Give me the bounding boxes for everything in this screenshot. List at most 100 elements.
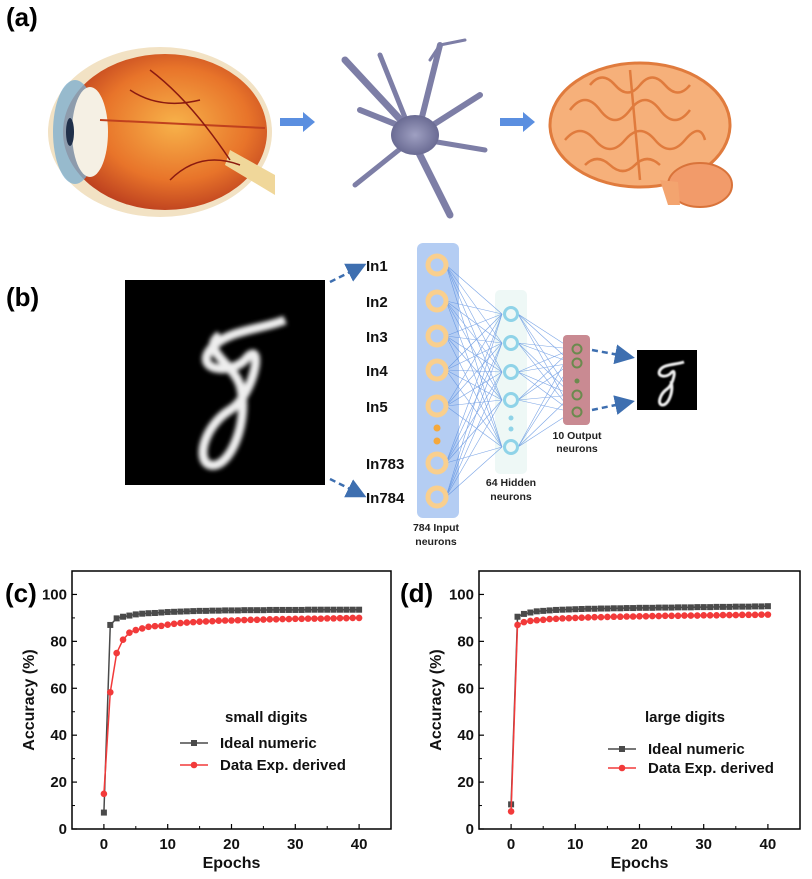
data-point-ideal xyxy=(533,608,540,615)
connection xyxy=(445,300,503,401)
data-point-data xyxy=(552,615,560,623)
data-point-ideal xyxy=(649,604,656,611)
data-point-ideal xyxy=(100,809,107,816)
connection xyxy=(445,300,503,448)
data-point-ideal xyxy=(559,606,566,613)
connection xyxy=(445,264,503,373)
connection xyxy=(445,335,503,373)
chart-title: large digits xyxy=(645,709,725,726)
data-point-ideal xyxy=(279,606,286,613)
data-point-ideal xyxy=(139,610,146,617)
output-neuron xyxy=(571,406,583,418)
input-neuron xyxy=(425,394,449,418)
y-tick-label: 80 xyxy=(457,633,474,650)
ellipsis-dot xyxy=(508,426,514,432)
data-point-data xyxy=(196,618,203,625)
x-tick-label: 20 xyxy=(223,836,240,853)
data-point-ideal xyxy=(241,607,248,614)
connection xyxy=(445,264,503,344)
data-point-data xyxy=(317,615,325,622)
data-point-ideal xyxy=(330,606,337,613)
data-point-data xyxy=(507,808,515,815)
data-point-data xyxy=(343,614,350,622)
data-point-ideal xyxy=(158,609,165,616)
data-point-data xyxy=(597,613,605,621)
data-point-ideal xyxy=(132,611,139,618)
data-point-ideal xyxy=(726,603,733,610)
data-point-ideal xyxy=(222,607,229,614)
data-point-ideal xyxy=(520,610,527,617)
data-point-data xyxy=(751,611,759,619)
data-point-ideal xyxy=(228,607,235,614)
data-point-data xyxy=(221,617,229,624)
data-point-ideal xyxy=(514,613,521,620)
data-point-ideal xyxy=(209,607,216,614)
data-point-ideal xyxy=(681,604,688,611)
legend-marker xyxy=(191,740,197,746)
data-point-ideal xyxy=(591,605,598,612)
data-point-data xyxy=(272,616,280,623)
data-point-data xyxy=(132,626,140,634)
x-tick-label: 40 xyxy=(351,836,368,853)
data-point-data xyxy=(126,629,133,636)
input-neuron xyxy=(425,358,449,382)
connection xyxy=(445,399,503,464)
data-point-ideal xyxy=(247,607,254,614)
x-tick-label: 0 xyxy=(507,836,515,853)
data-point-data xyxy=(527,617,534,625)
data-point-ideal xyxy=(540,607,547,614)
x-tick-label: 10 xyxy=(567,836,584,853)
data-point-ideal xyxy=(260,607,267,614)
connection xyxy=(445,399,503,498)
connection xyxy=(445,300,503,373)
data-point-ideal xyxy=(151,609,158,616)
data-point-data xyxy=(158,622,165,630)
data-point-data xyxy=(183,619,191,626)
data-point-data xyxy=(745,611,752,619)
data-point-data xyxy=(758,611,765,618)
y-tick-label: 40 xyxy=(457,727,474,744)
data-point-ideal xyxy=(285,606,292,613)
brain-illustration xyxy=(548,61,733,208)
data-point-data xyxy=(546,615,553,623)
data-point-ideal xyxy=(336,606,343,613)
data-point-data xyxy=(247,616,254,624)
connection xyxy=(445,342,503,464)
legend-marker xyxy=(190,761,198,769)
output-caption: neurons xyxy=(556,443,598,455)
dashed-arrow xyxy=(329,263,367,284)
data-point-data xyxy=(520,618,528,626)
data-point-data xyxy=(764,611,772,618)
legend-label: Ideal numeric xyxy=(220,735,317,752)
data-point-data xyxy=(298,615,305,623)
data-point-ideal xyxy=(273,606,280,613)
data-point-data xyxy=(661,612,669,620)
connection xyxy=(445,369,503,373)
x-tick-label: 40 xyxy=(760,836,777,853)
x-tick-label: 0 xyxy=(100,836,108,853)
data-point-data xyxy=(700,612,707,619)
data-point-ideal xyxy=(694,604,701,611)
input-label: In5 xyxy=(366,399,388,416)
data-point-ideal xyxy=(234,607,241,614)
y-tick-label: 0 xyxy=(59,821,67,838)
y-tick-label: 100 xyxy=(449,586,474,603)
connection xyxy=(445,335,503,344)
data-point-data xyxy=(330,615,337,622)
mnist-output-image xyxy=(637,350,697,410)
hidden-neuron xyxy=(503,392,519,408)
y-tick-label: 80 xyxy=(50,633,67,650)
data-point-data xyxy=(266,616,274,623)
data-point-ideal xyxy=(546,607,553,614)
data-point-data xyxy=(514,621,521,629)
input-label: In783 xyxy=(366,456,404,473)
data-point-data xyxy=(559,615,566,622)
connection xyxy=(445,369,503,401)
data-point-ideal xyxy=(305,606,312,613)
data-point-data xyxy=(209,617,216,625)
data-point-data xyxy=(336,614,344,622)
y-tick-label: 20 xyxy=(50,774,67,791)
data-point-ideal xyxy=(113,615,120,622)
connection xyxy=(445,313,503,498)
